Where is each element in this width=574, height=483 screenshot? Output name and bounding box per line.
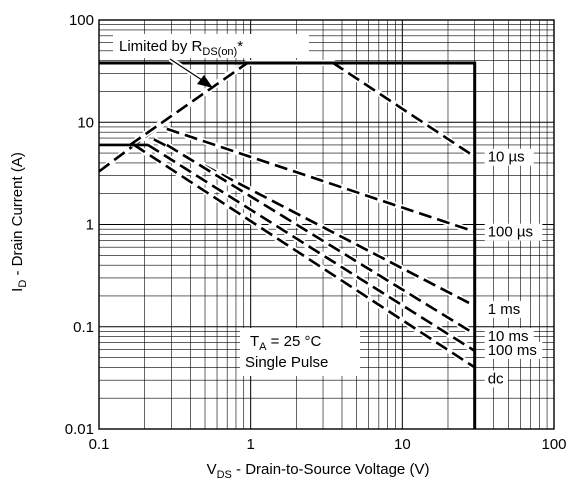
y-axis-label-sub: D bbox=[17, 280, 29, 288]
series-label: 100 µs bbox=[488, 224, 533, 241]
series-line-3 bbox=[166, 143, 476, 336]
series-line-0 bbox=[129, 61, 476, 158]
series-line-5 bbox=[133, 143, 476, 369]
y-tick-label: 0.01 bbox=[65, 421, 94, 438]
conditions-annotation: TA = 25 °C Single Pulse bbox=[240, 328, 360, 376]
y-axis-label: ID - Drain Current (A) bbox=[9, 152, 29, 292]
series-line-1 bbox=[166, 127, 476, 233]
x-axis-label-main: V bbox=[207, 461, 217, 478]
ta-rest: = 25 °C bbox=[267, 333, 322, 350]
x-tick-label: 0.1 bbox=[89, 436, 110, 453]
limited-by-annotation: Limited by RDS(on)* bbox=[113, 34, 309, 88]
series-label: 1 ms bbox=[488, 301, 521, 318]
series-label-bg bbox=[484, 223, 543, 241]
ta-sub: A bbox=[259, 341, 267, 353]
arrow-icon bbox=[168, 56, 213, 88]
limited-by-sub: DS(on) bbox=[202, 46, 237, 58]
y-tick-label: 0.1 bbox=[73, 319, 94, 336]
y-tick-label: 10 bbox=[77, 114, 94, 131]
y-tick-label: 100 bbox=[69, 12, 94, 29]
single-pulse-text: Single Pulse bbox=[245, 354, 328, 371]
y-tick-label: 1 bbox=[86, 217, 94, 234]
x-axis-label-rest: - Drain-to-Source Voltage (V) bbox=[232, 461, 430, 478]
series-label: dc bbox=[488, 370, 504, 387]
limited-by-post: * bbox=[237, 38, 243, 55]
series-line-4 bbox=[147, 143, 476, 352]
limited-by-text: Limited by R bbox=[119, 38, 203, 55]
series-label: 10 ms bbox=[488, 328, 529, 345]
series-label-bg bbox=[484, 370, 508, 388]
y-axis-label-rest: - Drain Current (A) bbox=[9, 152, 26, 280]
x-tick-label: 100 bbox=[541, 436, 566, 453]
series-label-bg bbox=[484, 341, 543, 359]
series-label-bg bbox=[484, 327, 534, 345]
ta-text: T bbox=[250, 333, 259, 350]
pulse-curves bbox=[97, 60, 477, 370]
series-label: 100 ms bbox=[488, 342, 537, 359]
x-tick-label: 10 bbox=[394, 436, 411, 453]
series-label-bg bbox=[484, 148, 534, 166]
series-label-bg bbox=[484, 300, 526, 318]
x-axis-label: VDS - Drain-to-Source Voltage (V) bbox=[207, 461, 430, 481]
series-label: 10 µs bbox=[488, 149, 525, 166]
soa-boundary bbox=[99, 61, 477, 429]
x-axis-label-sub: DS bbox=[217, 469, 232, 481]
plot-frame bbox=[98, 19, 555, 430]
svg-text:Limited by RDS(on)*: Limited by RDS(on)* bbox=[119, 38, 243, 58]
rds-on-limit-line bbox=[98, 61, 245, 173]
y-axis-label-main: I bbox=[9, 288, 26, 292]
limit-boundary-line bbox=[99, 61, 477, 429]
svg-text:TA = 25 °C: TA = 25 °C bbox=[250, 333, 321, 353]
x-tick-label: 1 bbox=[246, 436, 254, 453]
